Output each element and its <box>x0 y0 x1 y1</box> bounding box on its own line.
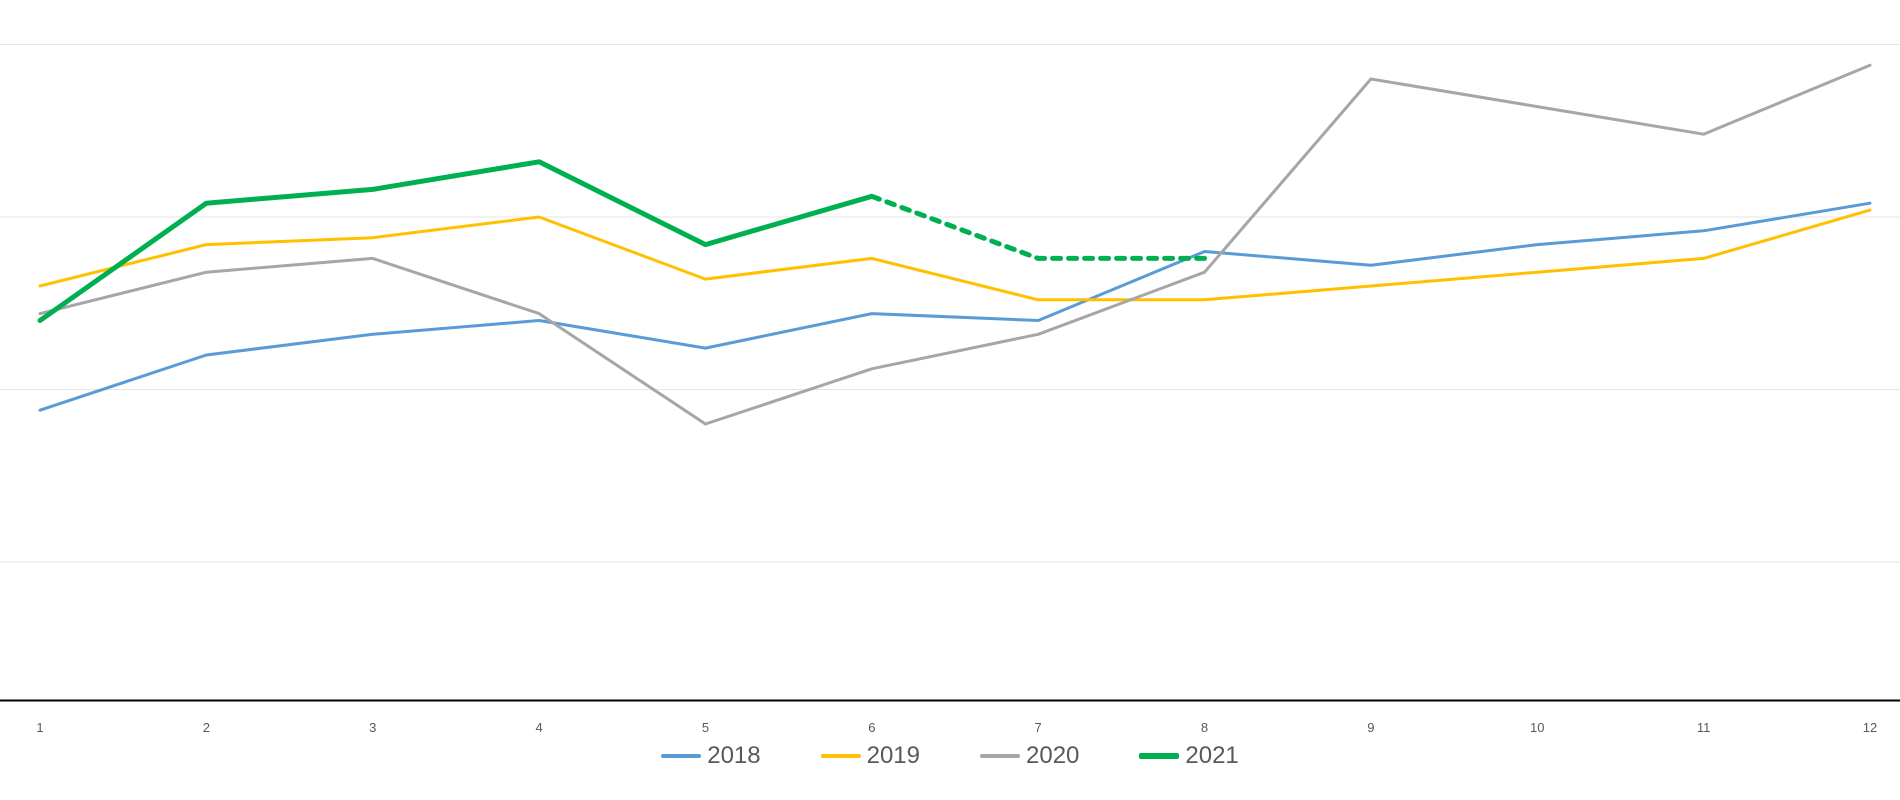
series-line-2019 <box>40 210 1870 300</box>
legend-item-2021[interactable]: 2021 <box>1139 742 1238 770</box>
legend-item-2019[interactable]: 2019 <box>821 742 920 770</box>
legend-swatch <box>1139 753 1179 759</box>
x-axis-tick-label: 4 <box>535 720 542 735</box>
legend-item-2020[interactable]: 2020 <box>980 742 1079 770</box>
line-chart: 123456789101112 2018201920202021 <box>0 0 1900 800</box>
legend-label: 2021 <box>1185 742 1238 770</box>
x-axis-tick-label: 11 <box>1697 720 1711 735</box>
legend-swatch <box>980 754 1020 758</box>
legend-label: 2018 <box>707 742 760 770</box>
legend-swatch <box>661 754 701 758</box>
legend-label: 2020 <box>1026 742 1079 770</box>
x-axis-tick-label: 10 <box>1530 720 1544 735</box>
x-axis-tick-label: 7 <box>1035 720 1042 735</box>
legend-swatch <box>821 754 861 758</box>
x-axis-tick-label: 2 <box>203 720 210 735</box>
x-axis-labels: 123456789101112 <box>0 720 1900 740</box>
series-line-2020 <box>40 65 1870 424</box>
x-axis-tick-label: 9 <box>1367 720 1374 735</box>
series-line-2021-proj <box>872 196 1205 258</box>
series-line-2021 <box>40 162 872 321</box>
x-axis-tick-label: 3 <box>369 720 376 735</box>
legend-label: 2019 <box>867 742 920 770</box>
x-axis-tick-label: 6 <box>868 720 875 735</box>
x-axis-tick-label: 8 <box>1201 720 1208 735</box>
legend-item-2018[interactable]: 2018 <box>661 742 760 770</box>
chart-legend: 2018 2019 2020 2021 <box>0 742 1900 770</box>
x-axis-tick-label: 12 <box>1863 720 1877 735</box>
chart-plot-area <box>0 0 1900 720</box>
x-axis-tick-label: 5 <box>702 720 709 735</box>
x-axis-tick-label: 1 <box>36 720 43 735</box>
series-line-2018 <box>40 203 1870 410</box>
